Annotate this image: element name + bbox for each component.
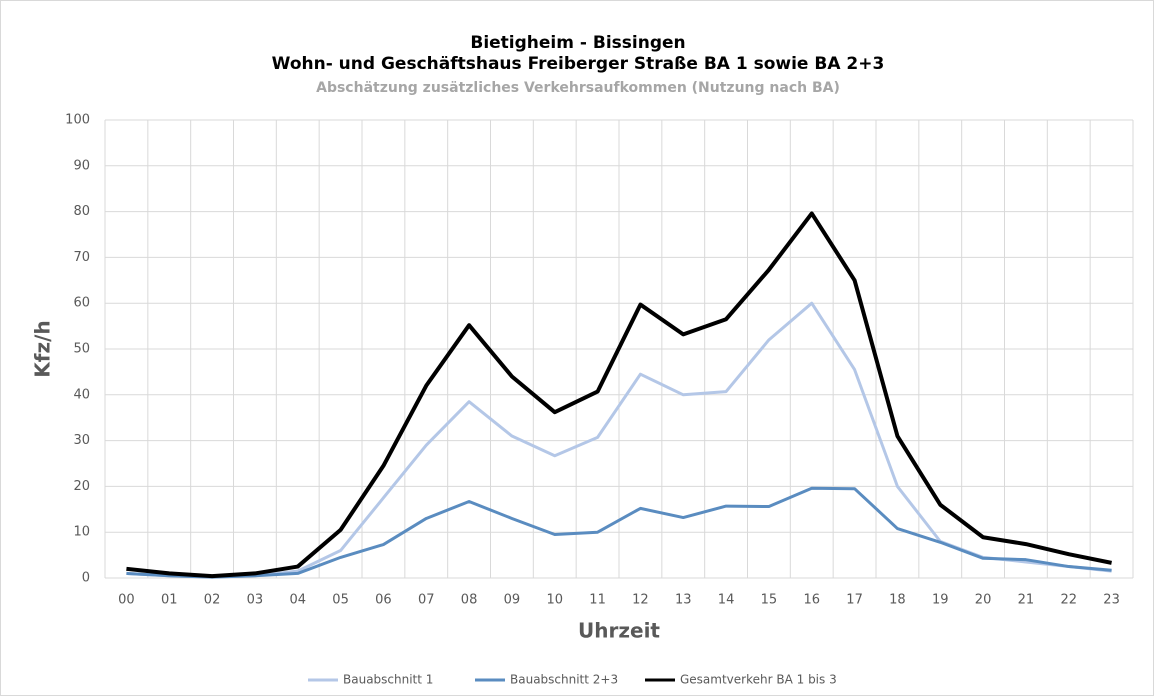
x-tick-label: 04: [289, 593, 306, 608]
y-tick-label: 60: [73, 296, 90, 311]
y-axis-title: Kfz/h: [31, 320, 55, 377]
y-tick-label: 90: [73, 158, 90, 173]
series-line: [126, 211, 1112, 579]
x-tick-label: 22: [1060, 593, 1077, 608]
y-tick-label: 70: [73, 250, 90, 265]
x-tick-label: 11: [589, 593, 606, 608]
y-tick-label: 50: [73, 342, 90, 357]
y-tick-label: 20: [73, 479, 90, 494]
x-tick-label: 12: [632, 593, 649, 608]
legend-label: Bauabschnitt 2+3: [510, 673, 618, 687]
x-tick-label: 14: [718, 593, 735, 608]
chart-title: Bietigheim - Bissingen: [470, 33, 685, 53]
x-axis-title: Uhrzeit: [578, 619, 660, 643]
x-tick-label: 07: [418, 593, 435, 608]
y-tick-label: 80: [73, 204, 90, 219]
y-tick-label: 0: [82, 571, 90, 586]
x-tick-label: 16: [803, 593, 820, 608]
x-tick-label: 20: [975, 593, 992, 608]
x-tick-label: 00: [118, 593, 135, 608]
x-tick-label: 15: [761, 593, 778, 608]
x-tick-label: 01: [161, 593, 178, 608]
y-tick-label: 100: [65, 113, 90, 128]
x-tick-label: 23: [1103, 593, 1120, 608]
x-tick-label: 19: [932, 593, 949, 608]
y-tick-label: 40: [73, 387, 90, 402]
series-line: [126, 486, 1112, 579]
x-tick-label: 17: [846, 593, 863, 608]
chart-title: Wohn- und Geschäftshaus Freiberger Straß…: [272, 54, 885, 74]
x-tick-label: 06: [375, 593, 392, 608]
x-tick-label: 10: [546, 593, 563, 608]
legend-label: Bauabschnitt 1: [343, 673, 433, 687]
x-tick-label: 03: [247, 593, 264, 608]
x-tick-label: 09: [504, 593, 521, 608]
x-tick-label: 02: [204, 593, 221, 608]
x-tick-label: 21: [1018, 593, 1035, 608]
x-tick-label: 08: [461, 593, 478, 608]
x-tick-label: 13: [675, 593, 692, 608]
y-tick-label: 10: [73, 525, 90, 540]
x-tick-label: 05: [332, 593, 349, 608]
y-tick-label: 30: [73, 433, 90, 448]
legend-label: Gesamtverkehr BA 1 bis 3: [680, 673, 837, 687]
chart-subtitle: Abschätzung zusätzliches Verkehrsaufkomm…: [316, 80, 840, 96]
x-tick-label: 18: [889, 593, 906, 608]
